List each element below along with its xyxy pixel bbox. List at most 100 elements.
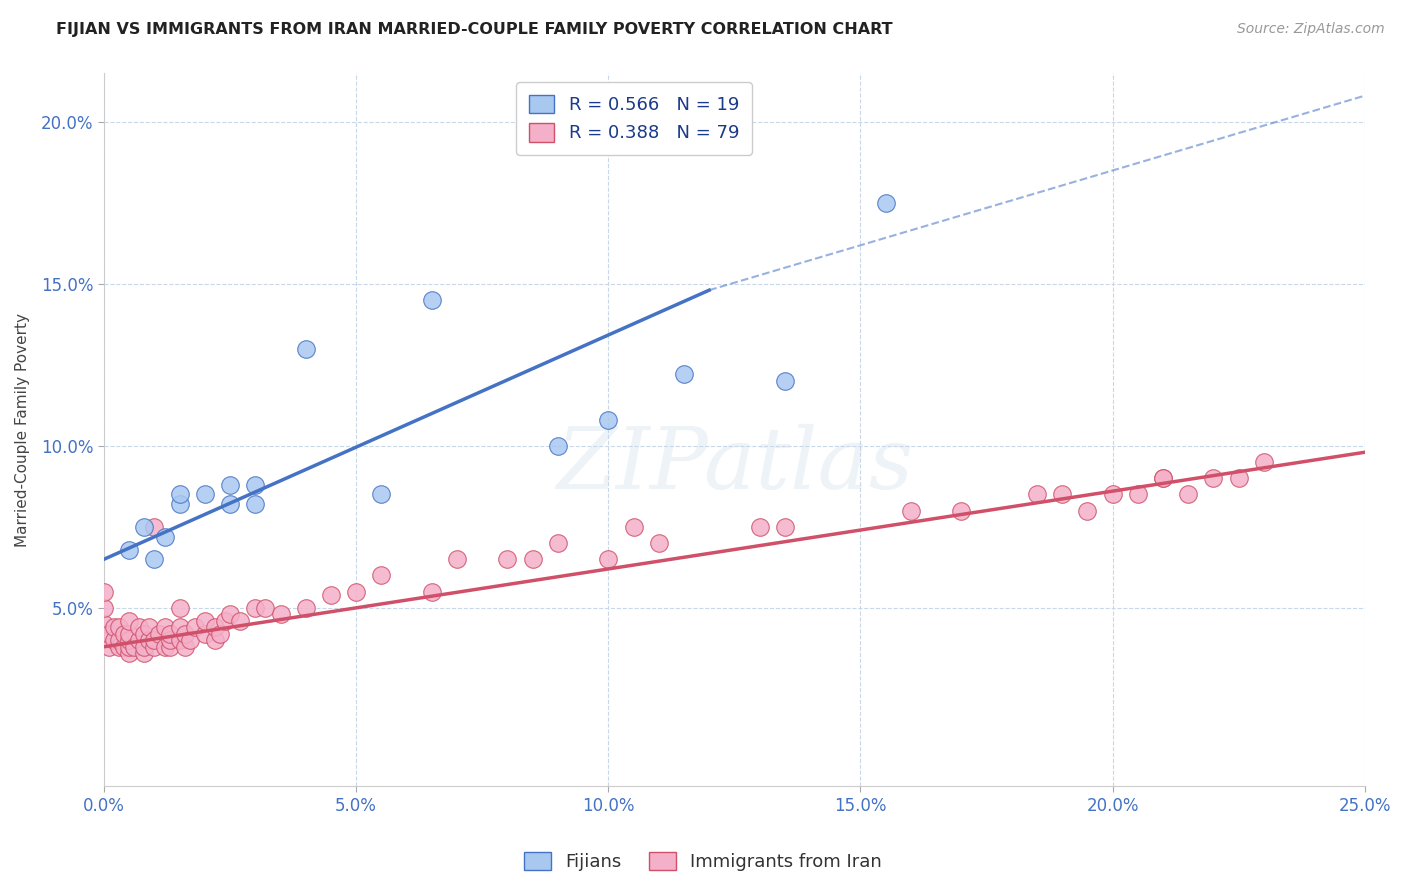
Point xyxy=(370,568,392,582)
Point xyxy=(118,646,141,660)
Point xyxy=(204,633,226,648)
Point xyxy=(93,617,115,632)
Point xyxy=(598,413,620,427)
Point xyxy=(648,536,671,550)
Point xyxy=(169,487,191,501)
Point xyxy=(950,503,973,517)
Legend: Fijians, Immigrants from Iran: Fijians, Immigrants from Iran xyxy=(517,845,889,879)
Text: Source: ZipAtlas.com: Source: ZipAtlas.com xyxy=(1237,22,1385,37)
Point xyxy=(159,640,181,654)
Point xyxy=(194,627,217,641)
Point xyxy=(134,646,156,660)
Point xyxy=(128,620,150,634)
Point xyxy=(245,600,267,615)
Point xyxy=(159,627,181,641)
Point xyxy=(138,620,160,634)
Point xyxy=(773,374,796,388)
Point xyxy=(173,640,195,654)
Point xyxy=(118,640,141,654)
Point xyxy=(547,536,569,550)
Point xyxy=(219,607,242,622)
Point xyxy=(748,520,770,534)
Point xyxy=(344,584,367,599)
Point xyxy=(143,520,166,534)
Point xyxy=(98,640,121,654)
Point xyxy=(204,620,226,634)
Point xyxy=(496,552,519,566)
Point xyxy=(229,614,252,628)
Point xyxy=(138,633,160,648)
Point xyxy=(294,600,316,615)
Point xyxy=(118,614,141,628)
Text: FIJIAN VS IMMIGRANTS FROM IRAN MARRIED-COUPLE FAMILY POVERTY CORRELATION CHART: FIJIAN VS IMMIGRANTS FROM IRAN MARRIED-C… xyxy=(56,22,893,37)
Point xyxy=(254,600,277,615)
Point xyxy=(134,640,156,654)
Point xyxy=(900,503,922,517)
Point xyxy=(1253,455,1275,469)
Point xyxy=(773,520,796,534)
Point xyxy=(159,633,181,648)
Point xyxy=(294,342,316,356)
Y-axis label: Married-Couple Family Poverty: Married-Couple Family Poverty xyxy=(15,312,30,547)
Point xyxy=(93,600,115,615)
Point xyxy=(270,607,292,622)
Point xyxy=(112,640,135,654)
Point xyxy=(143,640,166,654)
Point xyxy=(112,627,135,641)
Point xyxy=(118,633,141,648)
Point xyxy=(1227,471,1250,485)
Point xyxy=(128,633,150,648)
Point xyxy=(108,640,131,654)
Point xyxy=(143,633,166,648)
Legend: R = 0.566   N = 19, R = 0.388   N = 79: R = 0.566 N = 19, R = 0.388 N = 79 xyxy=(516,82,752,155)
Text: ZIPatlas: ZIPatlas xyxy=(555,424,912,507)
Point xyxy=(208,627,231,641)
Point xyxy=(1026,487,1049,501)
Point xyxy=(245,477,267,491)
Point xyxy=(319,588,342,602)
Point xyxy=(108,620,131,634)
Point xyxy=(875,195,897,210)
Point xyxy=(1126,487,1149,501)
Point xyxy=(143,552,166,566)
Point xyxy=(547,439,569,453)
Point xyxy=(672,368,695,382)
Point xyxy=(118,542,141,557)
Point xyxy=(219,497,242,511)
Point xyxy=(1152,471,1174,485)
Point xyxy=(134,627,156,641)
Point xyxy=(108,633,131,648)
Point xyxy=(148,627,170,641)
Point xyxy=(103,620,125,634)
Point xyxy=(1101,487,1123,501)
Point xyxy=(1050,487,1073,501)
Point xyxy=(169,497,191,511)
Point xyxy=(522,552,544,566)
Point xyxy=(179,633,201,648)
Point xyxy=(93,584,115,599)
Point xyxy=(169,600,191,615)
Point xyxy=(420,293,443,307)
Point xyxy=(1202,471,1225,485)
Point xyxy=(245,497,267,511)
Point xyxy=(623,520,645,534)
Point xyxy=(420,584,443,599)
Point xyxy=(98,627,121,641)
Point xyxy=(194,487,217,501)
Point xyxy=(194,614,217,628)
Point xyxy=(169,633,191,648)
Point xyxy=(134,520,156,534)
Point xyxy=(153,640,176,654)
Point xyxy=(219,477,242,491)
Point xyxy=(446,552,468,566)
Point xyxy=(153,620,176,634)
Point xyxy=(118,627,141,641)
Point xyxy=(153,529,176,543)
Point xyxy=(1076,503,1098,517)
Point xyxy=(124,640,146,654)
Point xyxy=(1152,471,1174,485)
Point xyxy=(1177,487,1199,501)
Point xyxy=(184,620,207,634)
Point xyxy=(169,620,191,634)
Point xyxy=(370,487,392,501)
